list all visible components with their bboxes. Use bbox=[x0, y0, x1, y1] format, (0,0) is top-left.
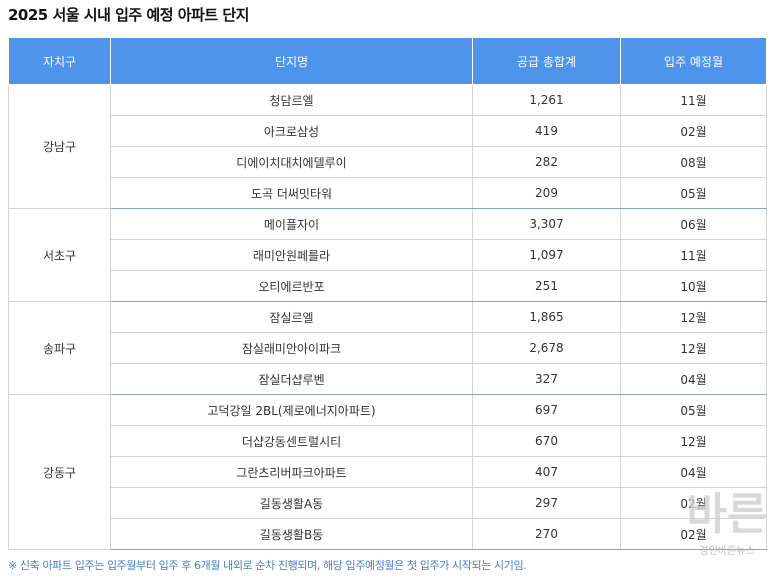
header-supply: 공급 총합계 bbox=[472, 37, 621, 85]
table-row: 도곡 더써밋타워 209 05월 bbox=[9, 177, 767, 209]
table-row: 디에이치대치에델루이 282 08월 bbox=[9, 146, 767, 178]
complex-cell: 잠실더샵루벤 bbox=[110, 363, 473, 395]
supply-cell: 327 bbox=[472, 363, 621, 395]
supply-cell: 2,678 bbox=[472, 332, 621, 364]
month-cell: 12월 bbox=[620, 301, 767, 333]
month-cell: 11월 bbox=[620, 239, 767, 271]
supply-cell: 1,097 bbox=[472, 239, 621, 271]
complex-cell: 오티에르반포 bbox=[110, 270, 473, 302]
complex-cell: 청담르엘 bbox=[110, 84, 473, 116]
header-district: 자치구 bbox=[8, 37, 111, 85]
month-cell: 04월 bbox=[620, 456, 767, 488]
table-row: 그란츠리버파크아파트 407 04월 bbox=[9, 456, 767, 488]
complex-cell: 디에이치대치에델루이 bbox=[110, 146, 473, 178]
month-cell: 02월 bbox=[620, 115, 767, 147]
table-row: 래미안원페를라 1,097 11월 bbox=[9, 239, 767, 271]
table-row: 길동생활B동 270 02월 bbox=[9, 518, 767, 550]
complex-cell: 아크로삼성 bbox=[110, 115, 473, 147]
table-row: 송파구 잠실르엘 1,865 12월 bbox=[8, 301, 767, 395]
table-row: 잠실래미안아이파크 2,678 12월 bbox=[9, 332, 767, 364]
supply-cell: 3,307 bbox=[472, 208, 621, 240]
month-cell: 08월 bbox=[620, 146, 767, 178]
table-row: 잠실더샵루벤 327 04월 bbox=[9, 363, 767, 395]
supply-cell: 1,865 bbox=[472, 301, 621, 333]
table-row: 강동구 고덕강일 2BL(제로에너지아파트) 697 05월 bbox=[8, 394, 767, 550]
supply-cell: 251 bbox=[472, 270, 621, 302]
table-header-row: 자치구 단지명 공급 총합계 입주 예정월 bbox=[8, 37, 767, 85]
header-complex: 단지명 bbox=[110, 37, 473, 85]
district-cell: 송파구 bbox=[8, 301, 111, 395]
watermark-mark: 바른 bbox=[686, 489, 768, 540]
month-cell: 10월 bbox=[620, 270, 767, 302]
supply-cell: 407 bbox=[472, 456, 621, 488]
page-title: 2025 서울 시내 입주 예정 아파트 단지 bbox=[8, 6, 249, 24]
month-cell: 11월 bbox=[620, 84, 767, 116]
district-cell: 강동구 bbox=[8, 394, 111, 550]
complex-cell: 길동생활A동 bbox=[110, 487, 473, 519]
month-cell: 12월 bbox=[620, 332, 767, 364]
complex-cell: 도곡 더써밋타워 bbox=[110, 177, 473, 209]
complex-cell: 메이플자이 bbox=[110, 208, 473, 240]
month-cell: 05월 bbox=[620, 394, 767, 426]
month-cell: 04월 bbox=[620, 363, 767, 395]
month-cell: 06월 bbox=[620, 208, 767, 240]
complex-cell: 고덕강일 2BL(제로에너지아파트) bbox=[110, 394, 473, 426]
district-cell: 강남구 bbox=[8, 84, 111, 209]
table-row: 더샵강동센트럴시티 670 12월 bbox=[9, 425, 767, 457]
footnote: ※ 신축 아파트 입주는 입주월부터 입주 후 6개월 내외로 순차 진행되며,… bbox=[8, 559, 527, 572]
supply-cell: 419 bbox=[472, 115, 621, 147]
supply-cell: 209 bbox=[472, 177, 621, 209]
watermark-text: 경인바른뉴스 bbox=[699, 546, 755, 557]
table-row: 아크로삼성 419 02월 bbox=[9, 115, 767, 147]
complex-cell: 래미안원페를라 bbox=[110, 239, 473, 271]
complex-cell: 잠실래미안아이파크 bbox=[110, 332, 473, 364]
month-cell: 02월 bbox=[620, 487, 767, 519]
supply-cell: 697 bbox=[472, 394, 621, 426]
supply-cell: 270 bbox=[472, 518, 621, 550]
month-cell: 05월 bbox=[620, 177, 767, 209]
complex-cell: 그란츠리버파크아파트 bbox=[110, 456, 473, 488]
supply-cell: 1,261 bbox=[472, 84, 621, 116]
month-cell: 12월 bbox=[620, 425, 767, 457]
month-cell: 02월 bbox=[620, 518, 767, 550]
supply-cell: 297 bbox=[472, 487, 621, 519]
table-row: 강남구 청담르엘 1,261 11월 bbox=[8, 84, 767, 209]
watermark-logo: 바른 경인바른뉴스 bbox=[682, 484, 772, 576]
apartment-table: 자치구 단지명 공급 총합계 입주 예정월 강남구 청담르엘 1,261 11월… bbox=[8, 37, 767, 550]
table-row: 오티에르반포 251 10월 bbox=[9, 270, 767, 302]
supply-cell: 670 bbox=[472, 425, 621, 457]
supply-cell: 282 bbox=[472, 146, 621, 178]
table-row: 길동생활A동 297 02월 bbox=[9, 487, 767, 519]
complex-cell: 더샵강동센트럴시티 bbox=[110, 425, 473, 457]
header-month: 입주 예정월 bbox=[620, 37, 767, 85]
district-cell: 서초구 bbox=[8, 208, 111, 302]
complex-cell: 길동생활B동 bbox=[110, 518, 473, 550]
complex-cell: 잠실르엘 bbox=[110, 301, 473, 333]
table-row: 서초구 메이플자이 3,307 06월 bbox=[8, 208, 767, 302]
